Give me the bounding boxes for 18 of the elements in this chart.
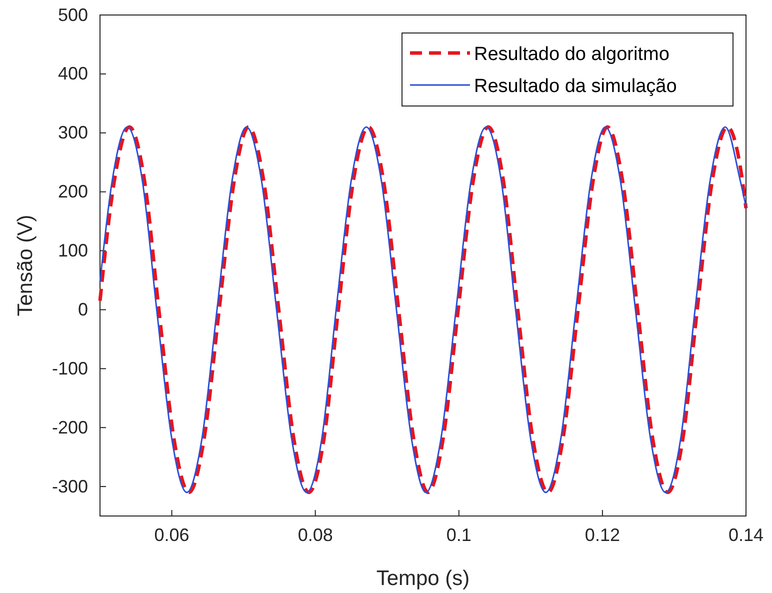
y-tick-label: 300 [58, 122, 88, 143]
x-tick-label: 0.12 [584, 524, 620, 545]
y-tick-label: 100 [58, 240, 88, 261]
x-tick-label: 0.14 [728, 524, 764, 545]
legend-label: Resultado da simulação [474, 76, 677, 97]
y-tick-label: 500 [58, 4, 88, 25]
y-tick-label: -300 [52, 476, 88, 496]
x-axis-title: Tempo (s) [376, 567, 470, 590]
y-tick-label: 200 [58, 182, 88, 202]
y-tick-label: -200 [52, 417, 88, 438]
x-tick-label: 0.08 [298, 524, 333, 545]
y-axis-title: Tensão (V) [14, 214, 37, 316]
y-tick-label: 0 [78, 299, 88, 320]
legend-label: Resultado do algoritmo [474, 44, 670, 65]
y-tick-label: -100 [52, 358, 88, 378]
x-tick-label: 0.1 [446, 524, 472, 545]
x-tick-label: 0.06 [154, 524, 190, 545]
y-tick-label: 400 [58, 64, 88, 84]
